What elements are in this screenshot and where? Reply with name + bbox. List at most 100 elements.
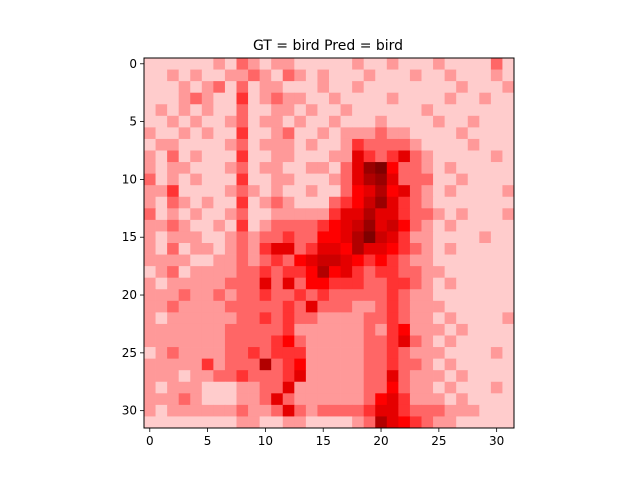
heatmap-cell [329,162,341,175]
heatmap-cell [282,243,295,255]
heatmap-cell [479,370,492,383]
heatmap-cell [167,381,180,394]
heatmap-cell [502,219,515,232]
heatmap-cell [502,92,515,105]
heatmap-cell [352,393,365,406]
heatmap-cell [271,243,284,255]
heatmap-cell [213,393,226,406]
heatmap-cell [375,312,388,325]
heatmap-cell [259,150,272,163]
heatmap-cell [363,127,376,140]
heatmap-cell [259,358,272,371]
heatmap-cell [375,185,388,198]
heatmap-cell [271,92,284,105]
heatmap-cell [467,254,480,267]
heatmap-cell [456,358,469,371]
heatmap-cell [479,104,492,117]
heatmap-cell [375,358,388,371]
heatmap-cell [190,381,203,394]
heatmap-cell [456,185,469,198]
y-tick-label: 15 [122,230,137,244]
heatmap-cell [259,208,272,221]
heatmap-cell [294,127,307,140]
heatmap-cell [190,323,203,336]
heatmap-cell [352,127,365,140]
heatmap-cell [144,185,156,198]
heatmap-cell [259,58,272,70]
heatmap-cell [409,312,422,325]
heatmap-cell [259,347,272,360]
heatmap-cell [421,289,434,302]
heatmap-cell [352,115,365,128]
heatmap-cell [433,219,446,232]
heatmap-cell [282,277,295,290]
heatmap-cell [421,323,434,336]
heatmap-cell [144,323,156,336]
heatmap-cell [259,370,272,383]
heatmap-cell [236,138,249,151]
heatmap-cell [259,381,272,394]
heatmap-cell [433,381,446,394]
heatmap-cell [155,393,168,406]
heatmap-cell [467,185,480,198]
heatmap-cell [317,300,330,313]
heatmap-cell [456,58,469,70]
heatmap-cell [490,277,503,290]
heatmap-cell [340,69,353,82]
heatmap-cell [144,335,156,348]
heatmap-cell [305,127,318,140]
heatmap-cell [444,231,457,244]
heatmap-cell [386,69,399,82]
heatmap-cell [398,300,411,313]
heatmap-cell [178,300,191,313]
heatmap-cell [248,370,261,383]
heatmap-cell [421,92,434,105]
heatmap-cell [479,254,492,267]
heatmap-cell [167,335,180,348]
heatmap-cell [259,115,272,128]
heatmap-cell [167,393,180,406]
heatmap-cell [329,173,341,186]
heatmap-cell [305,162,318,175]
heatmap-cell [213,173,226,186]
heatmap-cell [363,92,376,105]
heatmap-cell [433,231,446,244]
heatmap-cell [490,185,503,198]
heatmap-cell [190,300,203,313]
heatmap-cell [167,323,180,336]
heatmap-cell [398,138,411,151]
heatmap-cell [444,196,457,209]
heatmap-cell [155,289,168,302]
heatmap-cell [340,115,353,128]
heatmap-cell [490,138,503,151]
heatmap-cell [155,81,168,94]
heatmap-cell [490,335,503,348]
heatmap-cell [155,92,168,105]
heatmap-cell [259,219,272,232]
heatmap-cell [224,104,237,117]
heatmap-cell [421,393,434,406]
heatmap-cell [271,69,284,82]
heatmap-cell [190,69,203,82]
heatmap-cell [271,323,284,336]
heatmap-cell [398,58,411,70]
heatmap-cell [375,335,388,348]
heatmap-cell [398,404,411,417]
heatmap-cell [317,358,330,371]
heatmap-cell [236,370,249,383]
heatmap-cell [294,243,307,255]
x-tick-label: 15 [316,434,331,448]
heatmap-cell [502,104,515,117]
heatmap-cell [433,243,446,255]
heatmap-cell [178,127,191,140]
heatmap-cell [236,381,249,394]
heatmap-cell [155,162,168,175]
heatmap-cell [178,277,191,290]
heatmap-cell [409,404,422,417]
heatmap-cell [467,173,480,186]
heatmap-cell [155,185,168,198]
heatmap-cell [409,185,422,198]
heatmap-cell [490,81,503,94]
heatmap-cell [490,404,503,417]
heatmap-cell [421,300,434,313]
